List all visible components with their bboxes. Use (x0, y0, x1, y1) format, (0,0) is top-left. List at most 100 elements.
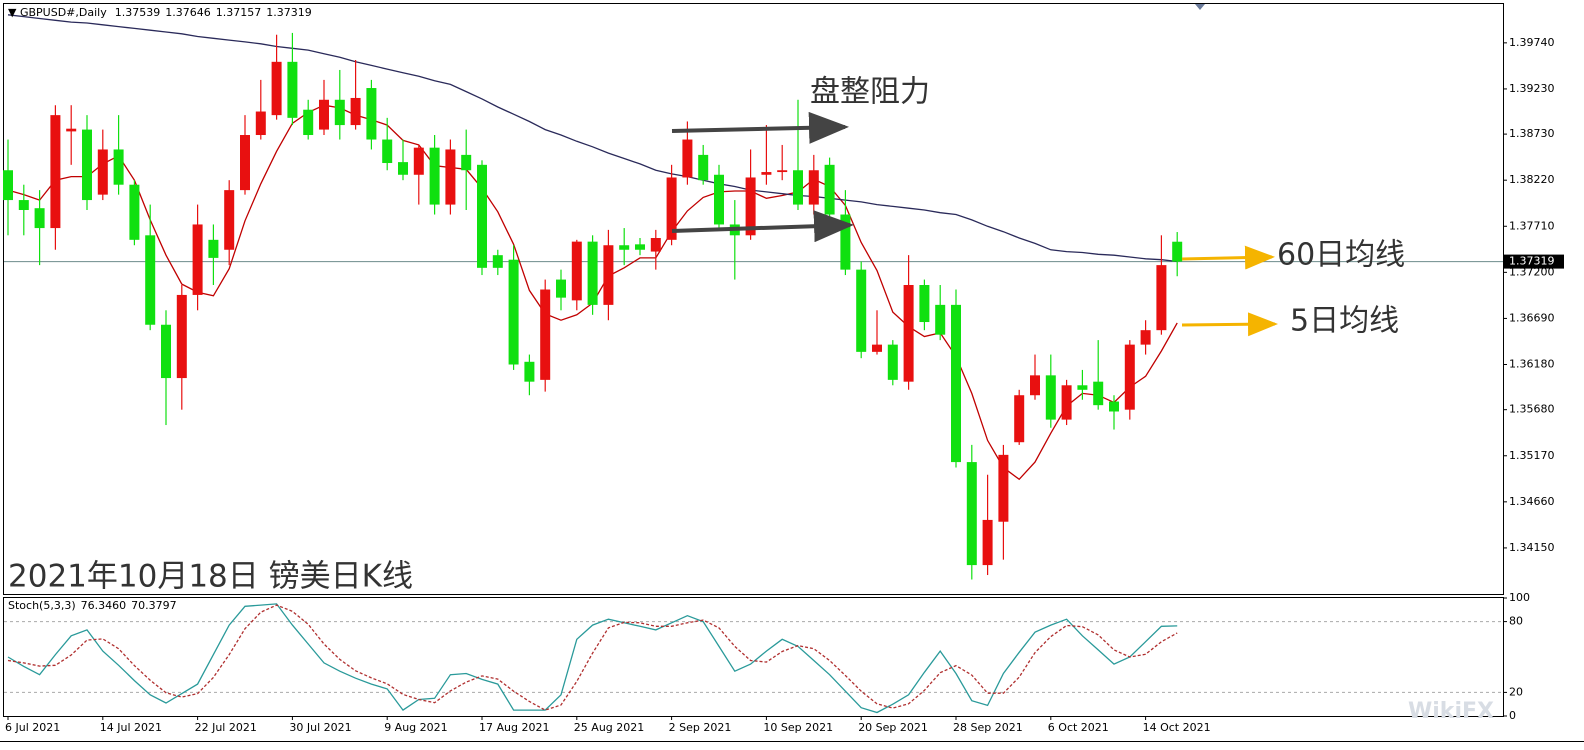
candle-body (145, 235, 156, 325)
candle-body (1030, 375, 1040, 396)
candle-body (1172, 241, 1183, 262)
watermark: WikiFX (1408, 699, 1494, 724)
annotation: 盘整阻力 (810, 75, 930, 110)
candle-body (97, 149, 108, 195)
candle-body (255, 111, 266, 136)
resistance-arrow (671, 210, 854, 243)
header-open: 1.37539 (115, 6, 161, 19)
candle-body (287, 61, 298, 118)
candle-body (66, 128, 77, 132)
candle-body (887, 344, 898, 380)
y-tick-label: 1.37710 (1509, 219, 1555, 232)
stoch-panel (3, 597, 1504, 717)
candle-body (334, 99, 345, 126)
caption: 2021年10月18日 镑美日K线 (8, 559, 413, 595)
candle-body (666, 177, 677, 240)
x-tick-label: 14 Jul 2021 (100, 721, 162, 734)
y-tick-label: 20 (1509, 685, 1523, 698)
candle-body (1077, 385, 1088, 390)
x-tick-label: 14 Oct 2021 (1143, 721, 1211, 734)
candle-body (571, 241, 582, 301)
candle-body (556, 279, 566, 298)
candle-body (398, 162, 408, 175)
header-low: 1.37157 (216, 6, 262, 19)
x-tick-label: 25 Aug 2021 (574, 721, 644, 734)
y-tick-label: 1.35170 (1509, 449, 1555, 462)
annotation: 5日均线 (1290, 304, 1399, 339)
candle-body (492, 255, 503, 268)
candle-body (1061, 385, 1072, 420)
candle-body (382, 139, 393, 164)
candle-body (603, 245, 614, 305)
candle-body (1140, 330, 1151, 345)
candle-body (1014, 395, 1025, 443)
candle-body (840, 214, 851, 270)
candle-body (1109, 401, 1119, 412)
candle-body (1093, 381, 1104, 406)
candle-body (508, 259, 519, 365)
y-tick-label: 1.37200 (1509, 265, 1555, 278)
shift-marker (1195, 4, 1205, 10)
last-price-tag (1504, 254, 1564, 269)
candle-body (682, 139, 693, 178)
candle-body (650, 238, 661, 252)
candle-body (540, 289, 551, 380)
stoch-title: Stoch(5,3,3) (8, 599, 76, 612)
candle-body (761, 172, 772, 175)
candle-body (113, 149, 124, 185)
candle-body (524, 361, 535, 382)
chart-header: ▼ GBPUSD#,Daily 1.37539 1.37646 1.37157 1.37… (8, 6, 312, 19)
candle-body (18, 200, 29, 211)
candle-body (587, 241, 598, 305)
series-line (7, 14, 1178, 263)
x-tick-label: 30 Jul 2021 (289, 721, 351, 734)
candle-body (176, 294, 187, 379)
candle-body (1156, 265, 1167, 331)
x-tick-label: 9 Aug 2021 (384, 721, 447, 734)
candle-body (350, 97, 361, 126)
x-tick-label: 22 Jul 2021 (195, 721, 257, 734)
y-tick-label: 0 (1509, 709, 1516, 722)
y-tick-label: 1.34150 (1509, 541, 1555, 554)
candle-body (129, 184, 140, 240)
candle-body (429, 147, 440, 205)
x-tick-label: 6 Jul 2021 (5, 721, 60, 734)
x-tick-label: 10 Sep 2021 (763, 721, 833, 734)
candle-body (982, 519, 993, 566)
candle-body (714, 174, 724, 225)
candle-body (161, 324, 171, 379)
candle-body (303, 109, 314, 136)
candle-body (240, 135, 250, 191)
candle-body (808, 170, 819, 205)
candle-body (824, 164, 835, 215)
candle-body (192, 224, 203, 295)
candle-body (319, 99, 329, 130)
series-line (7, 603, 1178, 714)
candle-body (856, 269, 867, 352)
header-close: 1.37319 (266, 6, 312, 19)
candle-body (1045, 375, 1056, 420)
candle-body (82, 129, 92, 201)
candle-body (903, 284, 914, 382)
y-tick-label: 1.34660 (1509, 495, 1555, 508)
candle-body (793, 170, 803, 205)
candle-body (461, 154, 472, 171)
candle-body (477, 164, 487, 268)
candle-body (777, 170, 788, 173)
annotation: 60日均线 (1277, 238, 1405, 273)
candle-body (635, 244, 645, 250)
y-tick-label: 1.39230 (1509, 82, 1555, 95)
stoch-k: 76.3460 (81, 599, 127, 612)
candle-body (271, 61, 282, 116)
candle-body (745, 177, 756, 236)
candle-body (413, 147, 424, 175)
candle-body (208, 239, 219, 258)
candle-body (224, 190, 235, 250)
y-tick-label: 1.38730 (1509, 127, 1555, 140)
candle-body (998, 454, 1009, 522)
y-tick-label: 80 (1509, 615, 1523, 628)
candle-body (966, 462, 977, 566)
candle-body (34, 208, 45, 229)
